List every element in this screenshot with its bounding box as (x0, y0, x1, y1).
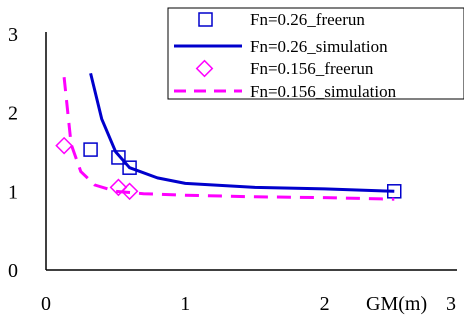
data-point-diamond (55, 136, 73, 155)
y-tick-label: 3 (8, 24, 18, 46)
data-point-square (122, 160, 137, 175)
y-tick-label: 2 (8, 103, 18, 125)
data-point-square (83, 142, 98, 157)
legend-swatch-square (198, 12, 213, 27)
legend: Fn=0.26_freerun Fn=0.26_simulation Fn=0.… (167, 7, 464, 101)
y-tick-labels: 0 1 2 3 (8, 24, 18, 282)
legend-box (167, 7, 464, 100)
plot-area: 0 1 2 3 0 1 2 3 GM(m) (8, 24, 457, 315)
x-tick-label: 1 (180, 293, 190, 315)
x-axis-label: GM(m) (366, 293, 427, 315)
legend-label-fn026-simulation: Fn=0.26_simulation (250, 37, 388, 56)
data-point-square (111, 150, 126, 165)
x-tick-label: 0 (41, 293, 51, 315)
x-tick-label: 2 (320, 293, 330, 315)
legend-label-fn0156-freerun: Fn=0.156_freerun (250, 59, 374, 78)
series-line-1 (89, 72, 395, 193)
x-tick-labels: 0 1 2 3 (41, 293, 456, 315)
x-tick-label: 3 (446, 293, 456, 315)
legend-label-fn026-freerun: Fn=0.26_freerun (250, 10, 365, 29)
legend-swatch-diamond (195, 59, 214, 78)
y-tick-label: 0 (8, 260, 18, 282)
series-line-3 (62, 77, 395, 201)
legend-label-fn0156-simulation: Fn=0.156_simulation (250, 82, 397, 101)
series-layer (55, 72, 402, 201)
y-tick-label: 1 (8, 181, 18, 203)
data-point-diamond (120, 182, 139, 201)
